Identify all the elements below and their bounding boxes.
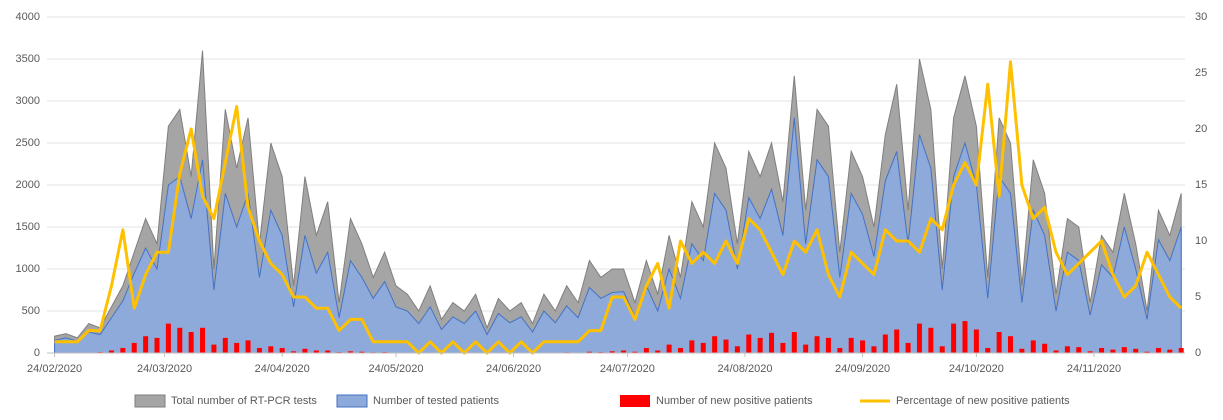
bar [689, 340, 694, 353]
bar [120, 348, 125, 353]
legend-label: Total number of RT-PCR tests [171, 395, 317, 407]
bar [746, 335, 751, 353]
bar [928, 328, 933, 353]
y2-tick-label: 30 [1195, 11, 1207, 23]
bar [917, 324, 922, 353]
bar [1065, 346, 1070, 353]
x-tick-label: 24/11/2020 [1067, 363, 1121, 375]
legend-swatch [135, 395, 165, 407]
bar [1167, 350, 1172, 353]
bar [1008, 336, 1013, 353]
bar [940, 346, 945, 353]
bar [701, 343, 706, 353]
legend-label: Percentage of new positive patients [896, 395, 1070, 407]
bar [758, 338, 763, 353]
bar [1133, 349, 1138, 353]
legend-swatch [337, 395, 367, 407]
y2-tick-label: 25 [1195, 67, 1207, 79]
bar [712, 336, 717, 353]
x-tick-label: 24/08/2020 [717, 363, 772, 375]
x-tick-label: 24/04/2020 [255, 363, 310, 375]
y2-tick-label: 5 [1195, 291, 1201, 303]
bar [667, 345, 672, 353]
bar [678, 348, 683, 353]
y-tick-label: 3500 [16, 53, 40, 65]
bar [974, 329, 979, 353]
y-tick-label: 3000 [16, 95, 40, 107]
bar [997, 332, 1002, 353]
bar [200, 328, 205, 353]
bar [189, 332, 194, 353]
bar [849, 338, 854, 353]
bar [143, 336, 148, 353]
bar [1179, 348, 1184, 353]
bar [211, 345, 216, 353]
bar [1076, 347, 1081, 353]
bar [280, 348, 285, 353]
bar [1122, 347, 1127, 353]
bar [894, 329, 899, 353]
y-tick-label: 4000 [16, 11, 40, 23]
bar [223, 338, 228, 353]
legend-label: Number of tested patients [373, 395, 499, 407]
y2-tick-label: 15 [1195, 179, 1207, 191]
bar [644, 348, 649, 353]
bar [803, 345, 808, 353]
bar [246, 340, 251, 353]
bar [769, 333, 774, 353]
bar [132, 343, 137, 353]
bar [1042, 344, 1047, 353]
bar [302, 349, 307, 353]
x-tick-label: 24/06/2020 [486, 363, 541, 375]
bar [883, 335, 888, 353]
bar [155, 338, 160, 353]
y-tick-label: 1000 [16, 263, 40, 275]
y-tick-label: 2500 [16, 137, 40, 149]
bar [962, 321, 967, 353]
bar [860, 340, 865, 353]
x-tick-label: 24/10/2020 [949, 363, 1004, 375]
x-tick-label: 24/09/2020 [835, 363, 890, 375]
bar [951, 324, 956, 353]
y2-tick-label: 0 [1195, 347, 1201, 359]
bar [1110, 350, 1115, 353]
y-tick-label: 0 [34, 347, 40, 359]
bar [735, 346, 740, 353]
x-tick-label: 24/05/2020 [368, 363, 423, 375]
bar [1019, 349, 1024, 353]
bar [166, 324, 171, 353]
y2-tick-label: 10 [1195, 235, 1207, 247]
bar [257, 348, 262, 353]
bar [724, 340, 729, 353]
bar [792, 332, 797, 353]
bar [234, 343, 239, 353]
bar [177, 328, 182, 353]
y-tick-label: 1500 [16, 221, 40, 233]
bar [985, 348, 990, 353]
y2-tick-label: 20 [1195, 123, 1207, 135]
bar [1099, 348, 1104, 353]
bar [906, 343, 911, 353]
bar [871, 346, 876, 353]
legend-label: Number of new positive patients [656, 395, 813, 407]
bar [268, 346, 273, 353]
x-tick-label: 24/03/2020 [137, 363, 192, 375]
y-tick-label: 500 [22, 305, 40, 317]
x-tick-label: 24/07/2020 [600, 363, 655, 375]
bar [1156, 348, 1161, 353]
bar [1031, 340, 1036, 353]
bar [826, 338, 831, 353]
bar [780, 343, 785, 353]
bar [815, 336, 820, 353]
legend-swatch [620, 395, 650, 407]
x-tick-label: 24/02/2020 [27, 363, 82, 375]
y-tick-label: 2000 [16, 179, 40, 191]
bar [837, 348, 842, 353]
